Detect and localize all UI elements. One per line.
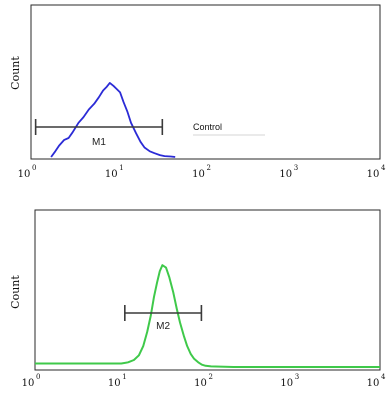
x-tick-label: 102 bbox=[194, 373, 213, 389]
x-tick-exponent: 1 bbox=[122, 373, 126, 381]
legend-control: Control bbox=[193, 122, 222, 132]
x-tick-exponent: 1 bbox=[119, 164, 123, 172]
y-axis-label-1: Count bbox=[9, 56, 22, 90]
x-tick-base: 10 bbox=[367, 169, 380, 180]
plot-frame-1 bbox=[30, 4, 381, 160]
x-tick-exponent: 4 bbox=[381, 164, 386, 172]
x-tick-base: 10 bbox=[280, 378, 293, 389]
x-tick-base: 10 bbox=[22, 378, 35, 389]
x-tick-exponent: 4 bbox=[381, 373, 386, 381]
x-tick-exponent: 2 bbox=[207, 164, 211, 172]
x-tick-label: 103 bbox=[280, 373, 299, 389]
x-tick-base: 10 bbox=[279, 169, 292, 180]
plot-frame-2 bbox=[34, 209, 381, 371]
histogram-curve-control bbox=[50, 82, 176, 158]
x-tick-exponent: 2 bbox=[209, 373, 213, 381]
x-tick-base: 10 bbox=[192, 169, 205, 180]
marker-m2-label: M2 bbox=[156, 321, 170, 332]
x-tick-base: 10 bbox=[108, 378, 121, 389]
x-tick-base: 10 bbox=[105, 169, 118, 180]
x-tick-label: 104 bbox=[367, 373, 386, 389]
x-tick-label: 101 bbox=[105, 164, 124, 180]
marker-m1-label: M1 bbox=[92, 137, 106, 148]
x-tick-label: 103 bbox=[279, 164, 298, 180]
x-tick-exponent: 0 bbox=[32, 164, 36, 172]
x-tick-label: 101 bbox=[108, 373, 127, 389]
y-axis-label-2: Count bbox=[9, 275, 22, 309]
histogram-curve-sample bbox=[35, 264, 380, 368]
x-tick-label: 100 bbox=[18, 164, 37, 180]
x-tick-exponent: 0 bbox=[36, 373, 40, 381]
x-tick-base: 10 bbox=[367, 378, 380, 389]
x-tick-label: 104 bbox=[367, 164, 386, 180]
x-tick-exponent: 3 bbox=[294, 164, 298, 172]
x-tick-exponent: 3 bbox=[295, 373, 299, 381]
x-tick-label: 100 bbox=[22, 373, 41, 389]
x-tick-base: 10 bbox=[18, 169, 31, 180]
x-tick-base: 10 bbox=[194, 378, 207, 389]
x-tick-label: 102 bbox=[192, 164, 211, 180]
